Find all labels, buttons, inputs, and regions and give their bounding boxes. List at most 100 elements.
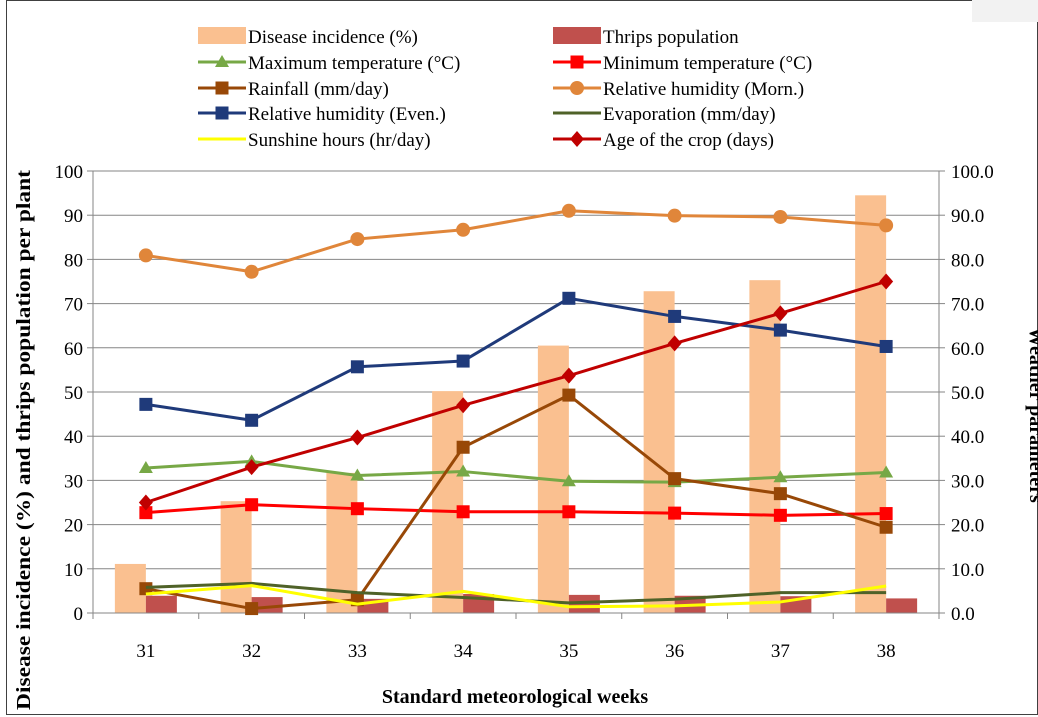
bar-disease-incidence-32 <box>220 501 252 613</box>
series-lines <box>138 203 894 616</box>
legend-label-disease-incidence: Disease incidence (%) <box>248 27 418 48</box>
legend-label-rainfall-mm-day: Rainfall (mm/day) <box>248 79 389 100</box>
point-age-of-the-crop-days-31 <box>138 494 153 511</box>
point-relative-humidity-even-34 <box>456 354 470 368</box>
y-tick-label-left: 10 <box>64 560 83 581</box>
line-age-of-the-crop-days <box>145 280 887 504</box>
y-tick-label-right: 100.0 <box>951 162 994 183</box>
legend-label-relative-humidity-even: Relative humidity (Even.) <box>248 104 446 125</box>
point-relative-humidity-even-38 <box>879 339 893 353</box>
point-relative-humidity-even-31 <box>139 397 153 411</box>
x-tick-label: 35 <box>559 641 578 662</box>
bar-disease-incidence-38 <box>855 195 887 613</box>
bar-disease-incidence-34 <box>432 391 464 613</box>
bars <box>114 195 918 613</box>
y-tick-label-left: 40 <box>64 427 83 448</box>
point-relative-humidity-morn-37 <box>773 209 788 224</box>
x-tick-label: 32 <box>242 641 261 662</box>
point-rainfall-mm-day-31 <box>139 582 153 596</box>
y-tick-label-right: 40.0 <box>951 427 984 448</box>
point-rainfall-mm-day-37 <box>773 487 787 501</box>
y-tick-label-right: 30.0 <box>951 471 984 492</box>
axes <box>87 170 945 619</box>
point-minimum-temperature-c-31 <box>139 506 153 520</box>
point-minimum-temperature-c-33 <box>350 502 364 516</box>
x-tick-label: 31 <box>136 641 155 662</box>
point-relative-humidity-morn-32 <box>244 264 259 279</box>
point-minimum-temperature-c-35 <box>562 505 576 519</box>
legend-label-thrips-population: Thrips population <box>603 27 739 48</box>
line-sunshine-hours-hr-day <box>145 584 887 609</box>
point-age-of-the-crop-days-38 <box>879 273 894 290</box>
point-maximum-temperature-c-37 <box>773 470 788 483</box>
legend: Disease incidence (%) Thrips population Ma… <box>198 27 812 151</box>
y-tick-label-left: 20 <box>64 516 83 537</box>
legend-marker-minimum-temperature-c <box>570 55 584 69</box>
point-relative-humidity-morn-36 <box>667 208 682 223</box>
line-minimum-temperature-c <box>145 503 887 517</box>
point-age-of-the-crop-days-37 <box>773 305 788 322</box>
point-relative-humidity-morn-34 <box>456 222 471 237</box>
point-relative-humidity-even-36 <box>668 309 682 323</box>
point-relative-humidity-morn-31 <box>138 248 153 263</box>
y-tick-label-left: 90 <box>64 206 83 227</box>
bar-disease-incidence-36 <box>643 291 675 613</box>
y-tick-label-right: 20.0 <box>951 516 984 537</box>
legend-label-age-of-the-crop-days: Age of the crop (days) <box>603 130 774 151</box>
point-relative-humidity-even-37 <box>773 323 787 337</box>
point-relative-humidity-even-32 <box>245 413 259 427</box>
point-relative-humidity-morn-38 <box>879 218 894 233</box>
y-tick-label-right: 90.0 <box>951 206 984 227</box>
point-minimum-temperature-c-36 <box>668 506 682 520</box>
gridlines <box>93 170 939 570</box>
point-rainfall-mm-day-35 <box>562 388 576 402</box>
point-rainfall-mm-day-34 <box>456 440 470 454</box>
legend-marker-maximum-temperature-c <box>215 55 229 67</box>
point-relative-humidity-even-35 <box>562 291 576 305</box>
x-tick-label: 38 <box>877 641 896 662</box>
point-minimum-temperature-c-37 <box>773 508 787 522</box>
point-rainfall-mm-day-36 <box>668 472 682 486</box>
point-age-of-the-crop-days-32 <box>244 459 259 476</box>
y-tick-label-left: 30 <box>64 471 83 492</box>
legend-swatch-thrips-population <box>553 27 601 44</box>
legend-label-minimum-temperature-c: Minimum temperature (°C) <box>603 53 812 74</box>
point-age-of-the-crop-days-34 <box>456 397 471 414</box>
point-age-of-the-crop-days-35 <box>561 367 576 384</box>
legend-marker-relative-humidity-morn <box>570 81 584 95</box>
legend-swatch-disease-incidence <box>198 27 246 44</box>
point-relative-humidity-morn-35 <box>561 203 576 218</box>
y-tick-label-left: 50 <box>64 383 83 404</box>
point-minimum-temperature-c-32 <box>245 498 259 512</box>
corner-panel <box>972 0 1038 22</box>
y-tick-label-left: 100 <box>55 162 84 183</box>
x-tick-label: 37 <box>771 641 790 662</box>
x-tick-label: 33 <box>348 641 367 662</box>
y-axis-right-title: Weather parameters <box>1025 327 1038 503</box>
point-maximum-temperature-c-31 <box>138 461 153 474</box>
legend-marker-age-of-the-crop-days <box>570 131 584 147</box>
point-maximum-temperature-c-33 <box>350 468 365 481</box>
legend-marker-rainfall-mm-day <box>215 81 229 95</box>
point-minimum-temperature-c-38 <box>879 507 893 521</box>
line-relative-humidity-even <box>145 296 887 422</box>
point-relative-humidity-morn-33 <box>350 232 365 247</box>
legend-label-relative-humidity-morn: Relative humidity (Morn.) <box>603 79 804 100</box>
point-minimum-temperature-c-34 <box>456 505 470 519</box>
line-relative-humidity-morn <box>145 209 887 274</box>
x-axis-title: Standard meteorological weeks <box>382 686 648 708</box>
x-tick-label: 34 <box>454 641 474 662</box>
y-tick-label-left: 80 <box>64 250 83 271</box>
y-tick-label-right: 0.0 <box>951 604 975 625</box>
line-rainfall-mm-day <box>145 393 887 611</box>
tick-labels: 0 10 20 30 40 50 60 70 80 90 100 0.0 10.0 20.0 30.0 40.… <box>55 162 994 662</box>
point-age-of-the-crop-days-33 <box>350 429 365 446</box>
legend-label-evaporation-mm-day: Evaporation (mm/day) <box>603 104 776 125</box>
legend-label-sunshine-hours-hr-day: Sunshine hours (hr/day) <box>248 130 431 151</box>
bar-thrips-population-35 <box>568 594 600 613</box>
point-rainfall-mm-day-38 <box>879 520 893 534</box>
legend-marker-relative-humidity-even <box>215 106 229 120</box>
y-tick-label-left: 60 <box>64 339 83 360</box>
point-maximum-temperature-c-35 <box>561 474 576 487</box>
bar-thrips-population-38 <box>886 598 918 613</box>
